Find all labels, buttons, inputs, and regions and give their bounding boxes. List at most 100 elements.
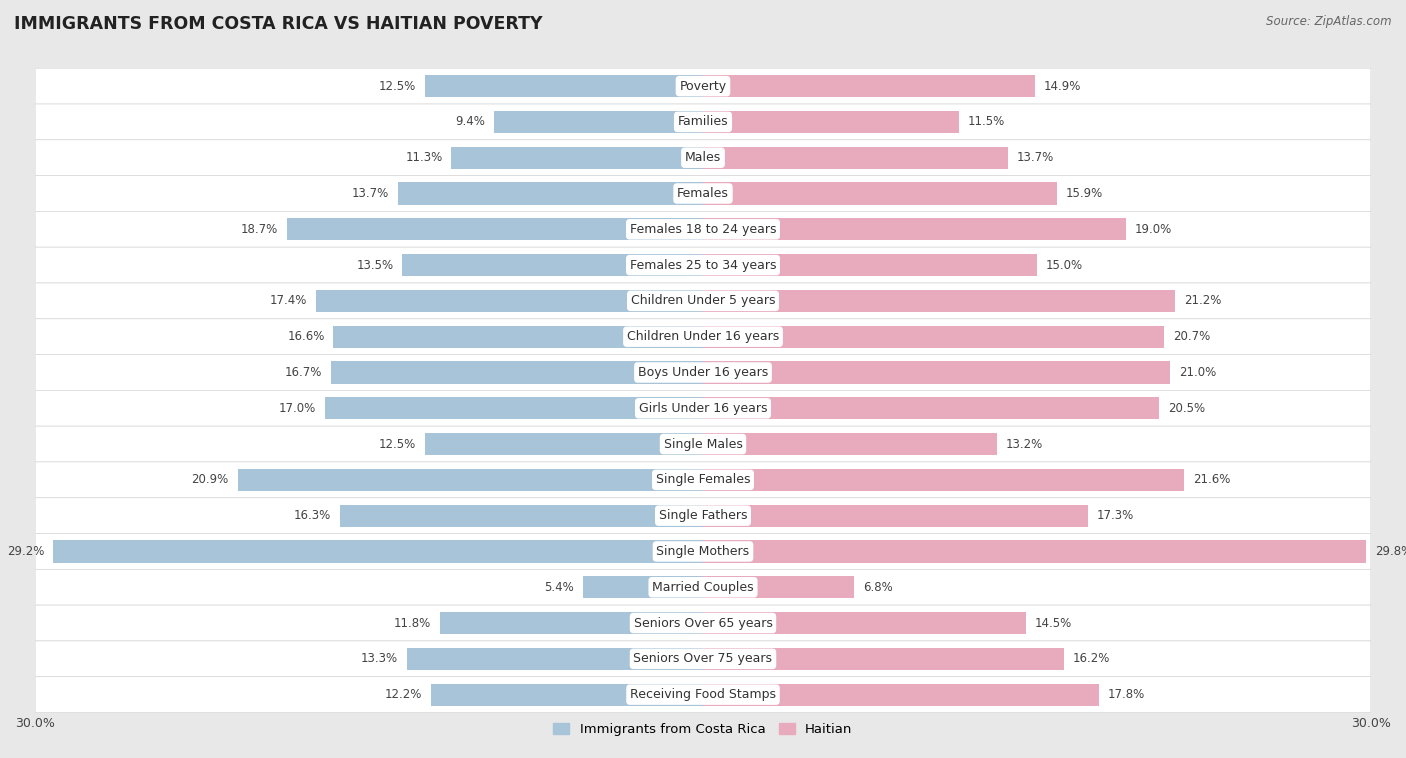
Text: Males: Males: [685, 151, 721, 164]
FancyBboxPatch shape: [35, 390, 1371, 426]
Text: 13.2%: 13.2%: [1005, 437, 1043, 450]
Bar: [703, 648, 1063, 670]
Text: Children Under 5 years: Children Under 5 years: [631, 294, 775, 308]
FancyBboxPatch shape: [35, 569, 1371, 605]
Text: 11.5%: 11.5%: [967, 115, 1005, 128]
Text: 15.0%: 15.0%: [1046, 258, 1083, 271]
Bar: [315, 290, 703, 312]
Text: 5.4%: 5.4%: [544, 581, 574, 594]
Text: 12.5%: 12.5%: [378, 80, 416, 92]
Bar: [398, 183, 703, 205]
Bar: [494, 111, 703, 133]
Bar: [332, 362, 703, 384]
Text: Single Fathers: Single Fathers: [659, 509, 747, 522]
Text: 16.6%: 16.6%: [287, 330, 325, 343]
Text: Single Males: Single Males: [664, 437, 742, 450]
Text: Females 25 to 34 years: Females 25 to 34 years: [630, 258, 776, 271]
Text: Females 18 to 24 years: Females 18 to 24 years: [630, 223, 776, 236]
FancyBboxPatch shape: [35, 211, 1371, 247]
Text: Seniors Over 75 years: Seniors Over 75 years: [634, 653, 772, 666]
Bar: [703, 75, 1035, 97]
Text: Females: Females: [678, 187, 728, 200]
Text: 12.5%: 12.5%: [378, 437, 416, 450]
Text: IMMIGRANTS FROM COSTA RICA VS HAITIAN POVERTY: IMMIGRANTS FROM COSTA RICA VS HAITIAN PO…: [14, 15, 543, 33]
Text: 20.7%: 20.7%: [1173, 330, 1211, 343]
FancyBboxPatch shape: [35, 677, 1371, 713]
FancyBboxPatch shape: [35, 247, 1371, 283]
Text: 14.9%: 14.9%: [1043, 80, 1081, 92]
Bar: [432, 684, 703, 706]
Bar: [703, 397, 1160, 419]
Text: 20.9%: 20.9%: [191, 473, 229, 487]
Text: Receiving Food Stamps: Receiving Food Stamps: [630, 688, 776, 701]
Text: 11.8%: 11.8%: [394, 616, 432, 630]
FancyBboxPatch shape: [35, 139, 1371, 176]
Text: 13.7%: 13.7%: [1017, 151, 1054, 164]
Text: 13.5%: 13.5%: [357, 258, 394, 271]
Text: 21.0%: 21.0%: [1180, 366, 1216, 379]
Text: 20.5%: 20.5%: [1168, 402, 1205, 415]
Bar: [402, 254, 703, 276]
Text: 17.0%: 17.0%: [278, 402, 315, 415]
Bar: [582, 576, 703, 598]
FancyBboxPatch shape: [35, 426, 1371, 462]
FancyBboxPatch shape: [35, 176, 1371, 211]
Text: Girls Under 16 years: Girls Under 16 years: [638, 402, 768, 415]
FancyBboxPatch shape: [35, 498, 1371, 534]
Bar: [440, 612, 703, 634]
FancyBboxPatch shape: [35, 641, 1371, 677]
Text: Families: Families: [678, 115, 728, 128]
Bar: [703, 540, 1367, 562]
Bar: [53, 540, 703, 562]
Text: 13.3%: 13.3%: [361, 653, 398, 666]
Bar: [425, 75, 703, 97]
FancyBboxPatch shape: [35, 104, 1371, 139]
Text: 16.2%: 16.2%: [1073, 653, 1109, 666]
Text: 16.3%: 16.3%: [294, 509, 332, 522]
Text: 18.7%: 18.7%: [240, 223, 278, 236]
Text: 19.0%: 19.0%: [1135, 223, 1173, 236]
Bar: [703, 326, 1164, 348]
Text: 12.2%: 12.2%: [385, 688, 422, 701]
Bar: [451, 146, 703, 169]
Text: Children Under 16 years: Children Under 16 years: [627, 330, 779, 343]
FancyBboxPatch shape: [35, 462, 1371, 498]
Bar: [340, 505, 703, 527]
Text: Poverty: Poverty: [679, 80, 727, 92]
Bar: [238, 468, 703, 491]
Text: 14.5%: 14.5%: [1035, 616, 1071, 630]
Bar: [703, 362, 1170, 384]
FancyBboxPatch shape: [35, 534, 1371, 569]
FancyBboxPatch shape: [35, 355, 1371, 390]
Text: Single Females: Single Females: [655, 473, 751, 487]
Bar: [703, 146, 1008, 169]
Text: Boys Under 16 years: Boys Under 16 years: [638, 366, 768, 379]
Text: Married Couples: Married Couples: [652, 581, 754, 594]
Legend: Immigrants from Costa Rica, Haitian: Immigrants from Costa Rica, Haitian: [548, 718, 858, 741]
FancyBboxPatch shape: [35, 68, 1371, 104]
Bar: [325, 397, 703, 419]
Bar: [287, 218, 703, 240]
Bar: [703, 612, 1026, 634]
Bar: [333, 326, 703, 348]
Text: 21.6%: 21.6%: [1192, 473, 1230, 487]
Text: 17.8%: 17.8%: [1108, 688, 1146, 701]
Bar: [425, 433, 703, 455]
Text: Source: ZipAtlas.com: Source: ZipAtlas.com: [1267, 15, 1392, 28]
Text: 15.9%: 15.9%: [1066, 187, 1104, 200]
Bar: [703, 183, 1057, 205]
Text: 17.3%: 17.3%: [1097, 509, 1135, 522]
Text: 21.2%: 21.2%: [1184, 294, 1222, 308]
Text: 29.8%: 29.8%: [1375, 545, 1406, 558]
FancyBboxPatch shape: [35, 283, 1371, 319]
Bar: [703, 111, 959, 133]
Bar: [703, 576, 855, 598]
Text: 17.4%: 17.4%: [270, 294, 307, 308]
Text: Seniors Over 65 years: Seniors Over 65 years: [634, 616, 772, 630]
FancyBboxPatch shape: [35, 319, 1371, 355]
Bar: [703, 218, 1126, 240]
Bar: [406, 648, 703, 670]
Text: 13.7%: 13.7%: [352, 187, 389, 200]
FancyBboxPatch shape: [35, 605, 1371, 641]
Text: Single Mothers: Single Mothers: [657, 545, 749, 558]
